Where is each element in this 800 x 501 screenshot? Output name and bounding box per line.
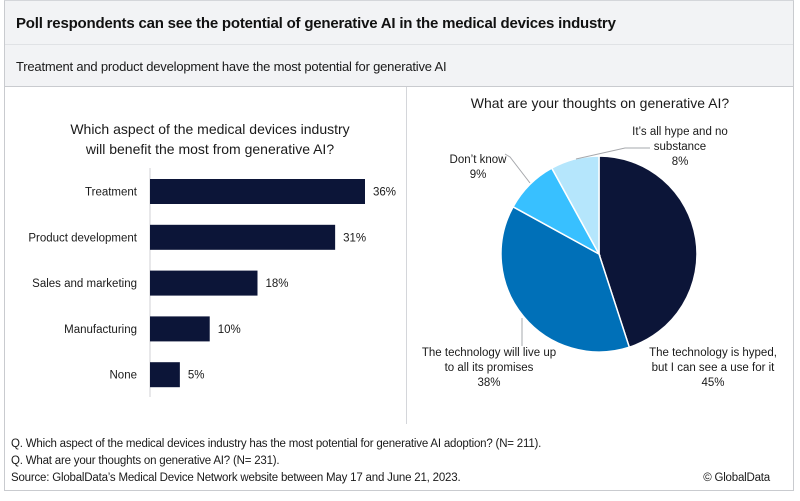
page-subtitle: Treatment and product development have t…: [16, 59, 447, 74]
bar-category-label: Sales and marketing: [32, 278, 137, 290]
bar-product-development: [150, 224, 336, 250]
pie-category-label: The technology will live up: [422, 347, 556, 359]
pie-category-label: It’s all hype and no: [632, 126, 728, 138]
leader-line-dont-know: [504, 153, 531, 184]
header-separator: [5, 44, 793, 45]
bar-category-label: Manufacturing: [64, 324, 137, 336]
chart-frame: [4, 0, 794, 491]
pie-slice-3: [550, 155, 600, 255]
bar-value-label: 5%: [188, 370, 205, 382]
page-title: Poll respondents can see the potential o…: [16, 15, 616, 32]
bar-chart-title-line: will benefit the most from generative AI…: [85, 141, 335, 157]
bar-sales-and-marketing: [150, 270, 258, 296]
pie-category-label: Don’t know: [450, 154, 508, 166]
pie-slice-0: [598, 155, 698, 349]
bar-chart: Treatment 36% Product development 31% Sales …: [28, 168, 396, 397]
pie-slice-1: [500, 205, 631, 353]
pie-value-label: 38%: [477, 377, 500, 389]
footnote: Q. Which aspect of the medical devices i…: [11, 438, 542, 450]
pie-value-label: 8%: [672, 156, 689, 168]
pie-category-label: The technology is hyped,: [649, 347, 777, 359]
panel-divider: [406, 87, 407, 424]
header: Poll respondents can see the potential o…: [4, 0, 794, 87]
bar-treatment: [150, 179, 365, 204]
leader-line-hype: [575, 147, 650, 160]
bar-chart-title: Which aspect of the medical devices indu…: [40, 119, 380, 159]
footnote: Q. What are your thoughts on generative …: [11, 455, 280, 467]
bar-value-label: 36%: [373, 187, 396, 199]
bar-category-label: Treatment: [85, 187, 138, 199]
bar-category-label: None: [110, 370, 138, 382]
pie-value-label: 9%: [470, 169, 487, 181]
bar-category-label: Product development: [28, 232, 137, 244]
pie-chart: The technology is hyped, but I can see a …: [422, 126, 777, 389]
pie-category-label: but I can see a use for it: [652, 362, 776, 374]
pie-category-label: to all its promises: [445, 362, 534, 374]
pie-chart-title: What are your thoughts on generative AI?: [470, 95, 730, 111]
bar-value-label: 10%: [218, 324, 241, 336]
pie-value-label: 45%: [701, 377, 724, 389]
pie-category-label: substance: [654, 141, 706, 153]
source-note: Source: GlobalData’s Medical Device Netw…: [11, 472, 461, 484]
copyright: © GlobalData: [703, 472, 770, 484]
bar-chart-title-line: Which aspect of the medical devices indu…: [70, 121, 350, 137]
footer: Q. Which aspect of the medical devices i…: [11, 436, 791, 487]
bar-value-label: 31%: [343, 232, 366, 244]
bar-value-label: 18%: [266, 278, 289, 290]
bar-manufacturing: [150, 316, 210, 342]
bar-none: [150, 362, 180, 388]
